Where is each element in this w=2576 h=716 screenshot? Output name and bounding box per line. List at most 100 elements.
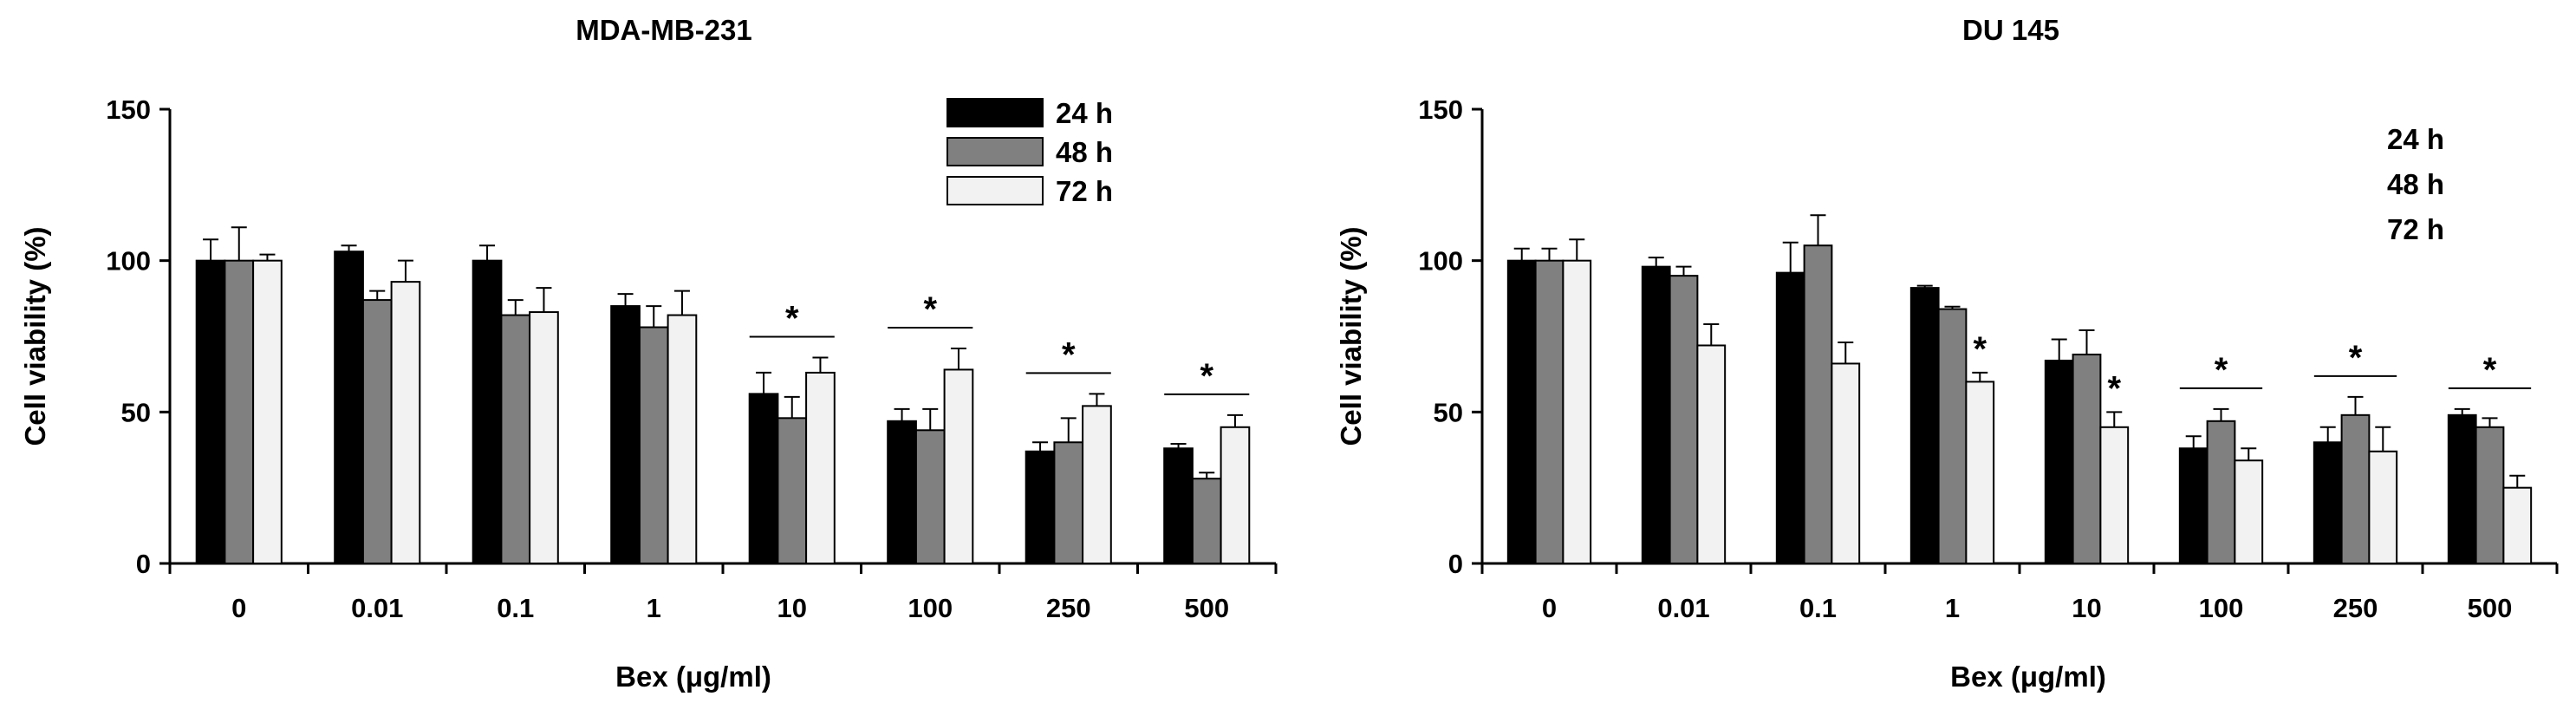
bar-48h: [1534, 259, 1564, 564]
bar-48h: [777, 417, 808, 564]
bar-72h: [1082, 405, 1112, 565]
legend-swatch: [946, 137, 1044, 166]
x-tick-label: 0.1: [497, 593, 534, 623]
bar-48h: [1803, 244, 1833, 564]
bar-72h: [529, 311, 559, 564]
legend-swatch: [946, 176, 1044, 205]
bar-24h: [610, 305, 641, 564]
y-tick-label: 100: [106, 246, 151, 277]
significance-star: *: [785, 299, 799, 337]
bar-48h: [2072, 353, 2102, 564]
x-tick-label: 100: [907, 593, 953, 623]
bar-48h: [2206, 420, 2236, 564]
bar-72h: [1696, 344, 1727, 565]
x-tick-label: 0.1: [1799, 593, 1837, 623]
bar-72h: [2234, 459, 2264, 565]
y-tick-label: 100: [1418, 246, 1463, 277]
bar-24h: [472, 259, 503, 564]
bar-48h: [1191, 478, 1222, 564]
bar-24h: [887, 420, 917, 564]
x-tick-label: 10: [777, 593, 807, 623]
bar-72h: [667, 314, 698, 564]
bar-24h: [1506, 259, 1537, 564]
x-tick-label: 0: [1542, 593, 1557, 623]
bar-48h: [638, 326, 669, 564]
significance-star: *: [1200, 357, 1213, 395]
x-tick-label: 250: [1046, 593, 1091, 623]
bar-48h: [1669, 275, 1699, 564]
bar-72h: [2099, 426, 2130, 564]
bar-72h: [1220, 426, 1251, 564]
y-tick-label: 0: [136, 549, 151, 579]
x-tick-label: 1: [1945, 593, 1960, 623]
chart-title: DU 145: [1962, 14, 2059, 46]
significance-star: *: [2349, 339, 2363, 377]
significance-star: *: [1062, 335, 1076, 374]
bar-24h: [1775, 271, 1805, 564]
legend-label: 24 h: [2387, 123, 2444, 155]
legend-label: 24 h: [1056, 97, 1113, 129]
significance-star: *: [1973, 330, 1987, 368]
significance-star: *: [923, 290, 937, 329]
y-axis-label: Cell viability (%): [1335, 226, 1367, 446]
x-axis-label: Bex (μg/ml): [615, 661, 771, 693]
y-axis-label: Cell viability (%): [19, 226, 51, 446]
legend-label: 48 h: [2387, 168, 2444, 200]
bar-72h: [1562, 259, 1592, 564]
bar-24h: [195, 259, 226, 564]
legend-label: 48 h: [1056, 136, 1113, 168]
x-axis-label: Bex (μg/ml): [1950, 661, 2106, 693]
bar-48h: [2340, 413, 2371, 564]
bar-24h: [2447, 413, 2477, 564]
x-tick-label: 1: [647, 593, 661, 623]
x-tick-label: 500: [1184, 593, 1229, 623]
y-tick-label: 150: [1418, 94, 1463, 125]
legend-label: 72 h: [1056, 175, 1113, 207]
bar-48h: [2475, 426, 2505, 564]
bar-24h: [2313, 441, 2343, 564]
significance-star: *: [2215, 351, 2228, 389]
y-tick-label: 0: [1448, 549, 1463, 579]
bar-24h: [2044, 359, 2074, 564]
significance-star: *: [2107, 369, 2121, 407]
bar-24h: [1641, 265, 1671, 564]
bar-72h: [252, 259, 283, 564]
x-tick-label: 0.01: [1657, 593, 1709, 623]
y-tick-label: 50: [1434, 397, 1463, 427]
chart-title: MDA-MB-231: [576, 14, 752, 46]
x-tick-label: 250: [2333, 593, 2378, 623]
y-tick-label: 150: [106, 94, 151, 125]
legend-swatch: [946, 98, 1044, 127]
bar-48h: [1053, 441, 1084, 564]
bar-24h: [1909, 287, 1940, 564]
x-tick-label: 100: [2199, 593, 2244, 623]
x-tick-label: 10: [2072, 593, 2101, 623]
bar-72h: [2368, 450, 2398, 564]
chart-panel-1: MDA-MB-231 0 50 100 150 Cell viability (%) 0 0.…: [19, 14, 1278, 693]
legend-label: 72 h: [2387, 213, 2444, 245]
bar-72h: [943, 368, 974, 564]
x-tick-label: 0.01: [351, 593, 403, 623]
bar-72h: [1965, 381, 1995, 564]
y-tick-label: 50: [121, 397, 151, 427]
x-tick-label: 0: [231, 593, 246, 623]
chart-panel-2: DU 145 0 50 100 150 Cell viability (%) 0 0.01 0.…: [1335, 14, 2559, 693]
bar-48h: [361, 299, 393, 564]
significance-star: *: [2483, 351, 2497, 389]
bar-48h: [224, 259, 255, 564]
bar-24h: [1163, 447, 1194, 565]
bar-72h: [390, 281, 421, 564]
bar-48h: [914, 429, 946, 564]
bar-72h: [2502, 486, 2533, 565]
bar-48h: [1937, 308, 1968, 564]
x-tick-label: 500: [2468, 593, 2513, 623]
bar-24h: [2178, 447, 2208, 565]
bar-48h: [500, 314, 531, 564]
bar-72h: [1831, 362, 1861, 564]
bar-72h: [805, 371, 836, 565]
bar-24h: [748, 393, 779, 564]
bar-24h: [334, 251, 364, 564]
bar-24h: [1025, 450, 1056, 564]
